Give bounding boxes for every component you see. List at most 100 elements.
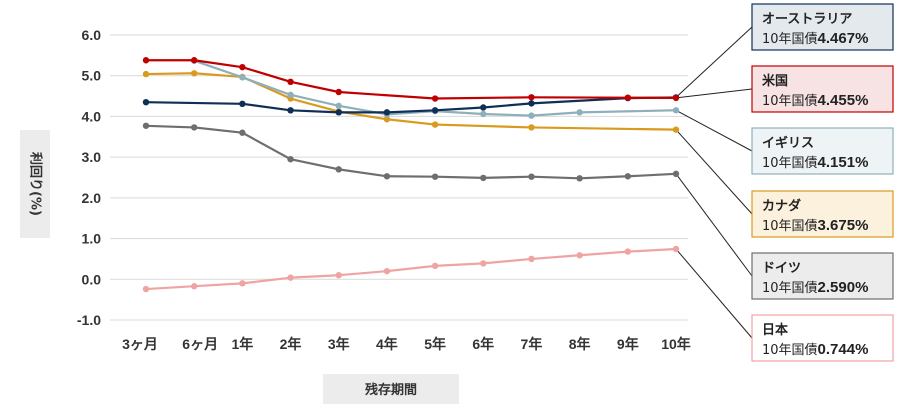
- series-line: [193, 59, 677, 117]
- data-point: [672, 126, 680, 133]
- x-tick-label: 10年: [661, 336, 691, 352]
- x-tick-label: 3ヶ月: [122, 336, 158, 352]
- data-point: [287, 274, 294, 281]
- data-point: [383, 267, 391, 275]
- legend-series-label: 10年国債4.455%: [762, 92, 868, 109]
- y-axis-ticks: 6.0 5.0 4.0 3.0 2.0 1.0 0.0 -1.0: [77, 27, 101, 328]
- legend-box: [751, 252, 894, 300]
- legend-box: [751, 3, 894, 51]
- data-point: [431, 262, 439, 270]
- legend-series-label: 10年国債2.590%: [762, 279, 868, 296]
- legend-connector: [675, 129, 753, 215]
- legend-value: 2.590%: [818, 279, 869, 296]
- data-point: [431, 173, 439, 180]
- x-axis-label: 残存期間: [365, 382, 417, 398]
- legend-connector: [675, 109, 753, 152]
- x-tick-label: 6年: [472, 336, 494, 352]
- data-point: [431, 107, 439, 114]
- series-0: [142, 94, 680, 116]
- legend-series-label: 10年国債4.151%: [762, 154, 868, 171]
- legend-prefix: 10年国債: [762, 219, 818, 234]
- series-lines: [142, 57, 680, 293]
- y-tick-label: 0.0: [82, 271, 102, 287]
- legend-box: [751, 127, 894, 175]
- data-point: [431, 121, 439, 128]
- legend-prefix: 10年国債: [762, 156, 818, 171]
- data-point: [480, 110, 487, 118]
- data-point: [239, 100, 246, 108]
- data-point: [142, 122, 150, 129]
- legend-prefix: 10年国債: [762, 343, 818, 358]
- data-point: [335, 109, 342, 116]
- data-point: [142, 70, 150, 78]
- legend-value: 4.151%: [818, 154, 869, 171]
- data-point: [335, 166, 342, 173]
- series-line: [145, 124, 677, 180]
- x-axis-ticks: 3ヶ月 6ヶ月 1年 2年 3年 4年 5年 6年 7年 8年 9年 10年: [122, 336, 691, 352]
- x-tick-label: 9年: [617, 336, 639, 352]
- legend-series-label: 10年国債4.467%: [762, 30, 868, 47]
- legend-series-name: カナダ: [762, 198, 801, 214]
- data-point: [383, 116, 391, 123]
- data-point: [528, 124, 535, 131]
- y-tick-label: 6.0: [82, 27, 102, 43]
- data-point: [239, 129, 246, 136]
- data-point: [142, 285, 150, 293]
- y-tick-label: 4.0: [82, 108, 102, 124]
- data-point: [624, 173, 632, 180]
- data-point: [576, 252, 583, 259]
- y-tick-label: -1.0: [77, 312, 101, 328]
- data-point: [576, 109, 583, 116]
- data-point: [528, 94, 535, 101]
- data-point: [287, 155, 294, 163]
- series-line: [145, 72, 677, 131]
- x-tick-label: 2年: [280, 336, 302, 352]
- data-point: [528, 173, 535, 180]
- series-3: [142, 70, 680, 133]
- legend-value: 4.467%: [818, 30, 869, 47]
- x-tick-label: 7年: [521, 336, 543, 352]
- data-point: [480, 260, 487, 267]
- data-point: [431, 95, 439, 102]
- legend-connector: [675, 88, 753, 99]
- series-5: [142, 245, 680, 293]
- y-tick-label: 5.0: [82, 68, 102, 84]
- data-point: [672, 94, 680, 102]
- legend-prefix: 10年国債: [762, 32, 818, 47]
- data-point: [383, 109, 391, 116]
- data-point: [672, 170, 680, 178]
- legend-connector: [675, 173, 753, 277]
- x-tick-label: 1年: [231, 336, 253, 352]
- data-point: [142, 98, 150, 106]
- data-point: [576, 175, 583, 182]
- series-line: [145, 247, 677, 291]
- y-tick-label: 1.0: [82, 231, 102, 247]
- legend-series-name: 米国: [762, 73, 788, 89]
- data-point: [528, 112, 535, 119]
- legend-value: 0.744%: [818, 341, 869, 358]
- legend-series-name: オーストラリア: [762, 12, 852, 27]
- data-point: [142, 57, 150, 64]
- x-tick-label: 3年: [328, 336, 350, 352]
- legend-series-name: イギリス: [762, 135, 814, 151]
- data-point: [239, 280, 246, 287]
- data-point: [383, 173, 391, 180]
- legend-connectors: [675, 26, 753, 339]
- y-tick-label: 3.0: [82, 149, 102, 165]
- legend-series-name: 日本: [762, 322, 788, 338]
- data-point: [190, 283, 198, 290]
- x-axis-title: 残存期間: [323, 374, 459, 404]
- data-point: [528, 100, 535, 107]
- x-tick-label: 8年: [569, 336, 591, 352]
- series-4: [142, 122, 680, 182]
- legend-box: [751, 65, 894, 113]
- legend-series-label: 10年国債3.675%: [762, 217, 868, 234]
- legend-connector: [675, 248, 753, 339]
- data-point: [335, 102, 342, 110]
- legend-prefix: 10年国債: [762, 94, 818, 109]
- data-point: [335, 88, 342, 96]
- x-tick-label: 4年: [376, 336, 398, 352]
- data-point: [287, 91, 294, 99]
- data-point: [624, 248, 632, 255]
